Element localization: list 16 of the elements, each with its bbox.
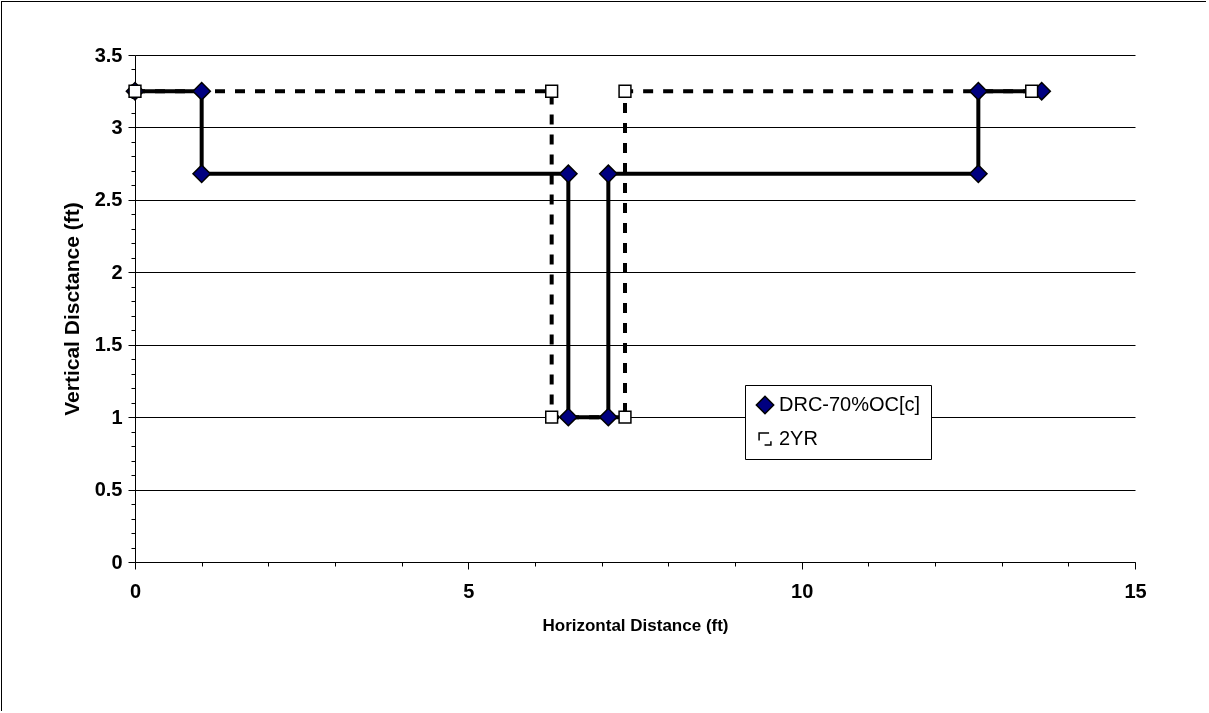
y-tick-label: 1 — [111, 405, 123, 428]
y-tick-label: 3 — [111, 115, 123, 138]
y-tick-label: 0.5 — [94, 478, 123, 501]
y-tick-label: 0 — [111, 550, 123, 573]
y-tick-label: 1.5 — [94, 333, 123, 356]
x-tick-label: 0 — [129, 579, 142, 602]
legend-label: 2YR — [779, 427, 818, 449]
x-tick-label: 10 — [791, 579, 814, 602]
x-tick-label: 15 — [1124, 579, 1147, 602]
x-tick-label: 5 — [463, 579, 475, 602]
x-axis-title: Horizontal Distance (ft) — [542, 615, 729, 635]
y-axis-title: Vertical Disctance (ft) — [59, 202, 83, 416]
y-tick-label: 3.5 — [94, 43, 123, 66]
legend-label: DRC-70%OC[c] — [779, 393, 921, 415]
y-tick-label: 2.5 — [94, 188, 123, 211]
y-tick-label: 2 — [111, 260, 123, 283]
